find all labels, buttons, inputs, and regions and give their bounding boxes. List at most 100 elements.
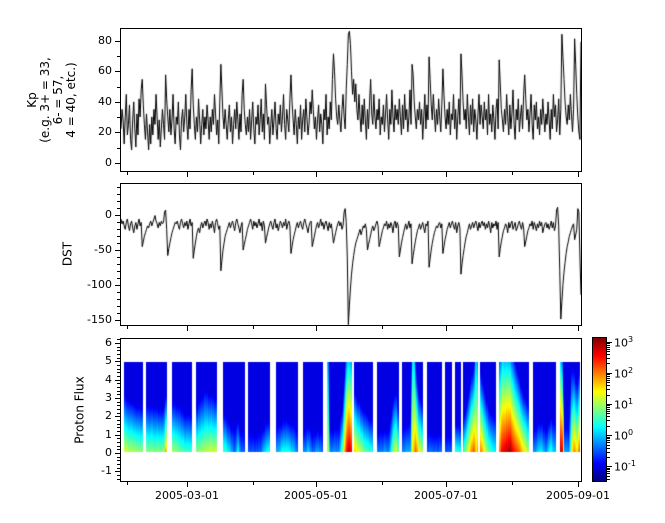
colorbar-minor-tick xyxy=(607,440,610,441)
dst-yaxis-minor-tick xyxy=(117,194,120,195)
flux-yaxis-major-tick xyxy=(115,398,120,399)
flux-yaxis-tick-label: 1 xyxy=(105,427,112,441)
flux-yaxis-minor-tick xyxy=(117,339,120,340)
dst-yaxis-major-tick xyxy=(115,320,120,321)
kp-yaxis-tick-label: 40 xyxy=(98,94,112,108)
colorbar-minor-tick xyxy=(607,416,610,417)
flux-yaxis-minor-tick xyxy=(117,464,120,465)
flux-yaxis-minor-tick xyxy=(117,402,120,403)
dst-yaxis-major-tick xyxy=(115,215,120,216)
flux-yaxis-major-tick xyxy=(115,471,120,472)
flux-yaxis-tick-label: -1 xyxy=(101,464,112,478)
colorbar-exponent: 3 xyxy=(628,334,634,344)
colorbar-minor-tick xyxy=(607,354,610,355)
colorbar-minor-tick xyxy=(607,476,610,477)
kp-yaxis-major-tick xyxy=(115,102,120,103)
colorbar-minor-tick xyxy=(607,448,610,449)
colorbar-tick-label: 103 xyxy=(614,334,634,350)
xaxis-minor-tick xyxy=(382,326,383,329)
colorbar-minor-tick xyxy=(607,468,610,469)
flux-yaxis-tick-label: 6 xyxy=(105,335,112,349)
colorbar-tick-label: 102 xyxy=(614,365,634,381)
kp-yaxis-major-tick xyxy=(115,132,120,133)
flux-yaxis-minor-tick xyxy=(117,446,120,447)
colorbar-tick-label: 101 xyxy=(614,397,634,412)
dst-line-chart xyxy=(121,184,581,325)
kp-yaxis-minor-tick xyxy=(117,56,120,57)
flux-yaxis-minor-tick xyxy=(117,442,120,443)
xaxis-minor-tick xyxy=(253,326,254,329)
colorbar-minor-tick xyxy=(607,378,610,379)
flux-yaxis-minor-tick xyxy=(117,438,120,439)
flux-yaxis-minor-tick xyxy=(117,427,120,428)
dst-yaxis-minor-tick xyxy=(117,222,120,223)
colorbar-panel xyxy=(592,337,607,482)
flux-yaxis-major-tick xyxy=(115,435,120,436)
colorbar-minor-tick xyxy=(607,411,610,412)
xaxis-major-tick xyxy=(578,482,579,487)
colorbar-minor-tick xyxy=(607,389,610,390)
colorbar-minor-tick xyxy=(607,413,610,414)
colorbar-minor-tick xyxy=(607,457,610,458)
colorbar-minor-tick xyxy=(607,437,610,438)
colorbar-major-tick xyxy=(607,373,612,374)
flux-yaxis-minor-tick xyxy=(117,383,120,384)
dst-yaxis-minor-tick xyxy=(117,313,120,314)
colorbar-minor-tick xyxy=(607,469,610,470)
colorbar-major-tick xyxy=(607,466,612,467)
dst-yaxis-tick-label: 0 xyxy=(105,207,112,221)
colorbar-minor-tick xyxy=(607,452,610,453)
kp-plot-panel xyxy=(120,28,582,172)
flux-yaxis-tick-label: 5 xyxy=(105,354,112,368)
colorbar-minor-tick xyxy=(607,409,610,410)
kp-yaxis-major-tick xyxy=(115,71,120,72)
flux-yaxis-minor-tick xyxy=(117,372,120,373)
dst-yaxis-minor-tick xyxy=(117,208,120,209)
kp-yaxis-tick-label: 20 xyxy=(98,125,112,139)
dst-yaxis-minor-tick xyxy=(117,257,120,258)
dst-yaxis-minor-tick xyxy=(117,292,120,293)
colorbar-minor-tick xyxy=(607,407,610,408)
colorbar-minor-tick xyxy=(607,438,610,439)
colorbar-exponent: -1 xyxy=(628,459,636,469)
kp-yaxis-tick-label: 80 xyxy=(98,33,112,47)
flux-yaxis-minor-tick xyxy=(117,391,120,392)
dst-yaxis-minor-tick xyxy=(117,306,120,307)
colorbar-minor-tick xyxy=(607,405,610,406)
xaxis-minor-tick xyxy=(127,326,128,329)
kp-yaxis-minor-tick xyxy=(117,148,120,149)
kp-line-chart xyxy=(121,29,581,171)
flux-yaxis-minor-tick xyxy=(117,409,120,410)
xaxis-major-tick xyxy=(446,482,447,487)
colorbar-minor-tick xyxy=(607,345,610,346)
dst-yaxis-minor-tick xyxy=(117,229,120,230)
dst-yaxis-tick-label: -50 xyxy=(94,242,112,256)
colorbar-minor-tick xyxy=(607,420,610,421)
flux-yaxis-major-tick xyxy=(115,361,120,362)
xaxis-minor-tick xyxy=(382,482,383,485)
dst-yaxis-tick-label: -150 xyxy=(87,312,112,326)
flux-yaxis-minor-tick xyxy=(117,468,120,469)
xaxis-minor-tick xyxy=(512,482,513,485)
colorbar-minor-tick xyxy=(607,351,610,352)
flux-yaxis-minor-tick xyxy=(117,413,120,414)
flux-yaxis-minor-tick xyxy=(117,449,120,450)
dst-yaxis-major-tick xyxy=(115,285,120,286)
flux-yaxis-minor-tick xyxy=(117,479,120,480)
flux-yaxis-minor-tick xyxy=(117,354,120,355)
flux-yaxis-major-tick xyxy=(115,343,120,344)
flux-yaxis-minor-tick xyxy=(117,347,120,348)
kp-yaxis-major-tick xyxy=(115,41,120,42)
colorbar-minor-tick xyxy=(607,349,610,350)
colorbar-tick-label: 100 xyxy=(614,428,634,443)
kp-yaxis-minor-tick xyxy=(117,87,120,88)
flux-yaxis-major-tick xyxy=(115,416,120,417)
xaxis-minor-tick xyxy=(127,172,128,175)
colorbar-minor-tick xyxy=(607,395,610,396)
xaxis-major-tick xyxy=(187,482,188,487)
colorbar-minor-tick xyxy=(607,473,610,474)
colorbar-minor-tick xyxy=(607,380,610,381)
flux-yaxis-minor-tick xyxy=(117,369,120,370)
colorbar-minor-tick xyxy=(607,374,610,375)
